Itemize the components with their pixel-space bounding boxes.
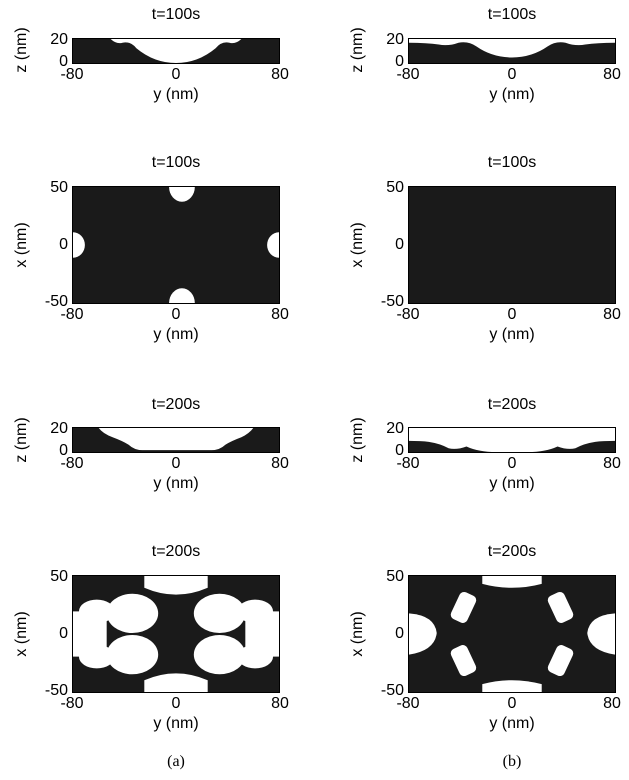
x-tick: 0 [171, 455, 181, 472]
x-tick: 80 [603, 695, 621, 712]
panel-title: t=100s [487, 6, 537, 23]
x-tick: -80 [60, 455, 84, 472]
x-axis-label: y (nm) [153, 475, 199, 492]
y-tick: -50 [380, 682, 404, 699]
x-tick: 80 [603, 455, 621, 472]
y-tick: 20 [50, 420, 68, 437]
y-tick: 50 [386, 179, 404, 196]
y-tick: 20 [386, 31, 404, 48]
x-tick: 80 [271, 455, 289, 472]
x-tick: 80 [603, 306, 621, 323]
x-tick: -80 [60, 306, 84, 323]
panel-title: t=100s [487, 154, 537, 171]
y-tick: 0 [395, 442, 404, 459]
x-tick: -80 [396, 306, 420, 323]
x-tick: 0 [507, 455, 517, 472]
y-axis-label: x (nm) [349, 611, 366, 657]
x-tick: 0 [507, 695, 517, 712]
profile-image [409, 39, 615, 63]
panel-title: t=100s [151, 154, 201, 171]
profile-image [73, 39, 279, 63]
x-axis-label: y (nm) [489, 86, 535, 103]
x-tick: 80 [271, 66, 289, 83]
y-tick: 0 [59, 442, 68, 459]
y-axis-label: z (nm) [13, 27, 30, 73]
profile-plot [72, 38, 280, 64]
map-image [409, 187, 615, 303]
y-tick: 0 [395, 625, 404, 642]
map-image [73, 187, 279, 303]
x-axis-label: y (nm) [489, 326, 535, 343]
x-tick: 0 [171, 695, 181, 712]
x-tick: -80 [60, 695, 84, 712]
y-tick: 20 [50, 31, 68, 48]
map-plot [72, 575, 280, 693]
y-axis-label: z (nm) [349, 417, 366, 463]
x-tick: -80 [60, 66, 84, 83]
panel-title: t=100s [151, 6, 201, 23]
y-axis-label: x (nm) [13, 222, 30, 268]
panel-title: t=200s [151, 543, 201, 560]
map-plot [408, 186, 616, 304]
x-tick: 0 [507, 66, 517, 83]
x-tick: 0 [171, 66, 181, 83]
x-tick: -80 [396, 695, 420, 712]
profile-plot [72, 427, 280, 453]
y-tick: 0 [59, 53, 68, 70]
x-axis-label: y (nm) [153, 86, 199, 103]
x-tick: 0 [171, 306, 181, 323]
profile-plot [408, 427, 616, 453]
x-tick: 0 [507, 306, 517, 323]
y-tick: -50 [44, 293, 68, 310]
x-tick: 80 [603, 66, 621, 83]
x-axis-label: y (nm) [489, 475, 535, 492]
profile-image [409, 428, 615, 452]
x-tick: 80 [271, 695, 289, 712]
y-tick: 50 [50, 568, 68, 585]
profile-plot [408, 38, 616, 64]
x-axis-label: y (nm) [153, 715, 199, 732]
map-plot [408, 575, 616, 693]
y-tick: -50 [380, 293, 404, 310]
y-tick: 0 [395, 236, 404, 253]
profile-image [73, 428, 279, 452]
caption-a: (a) [167, 753, 185, 770]
y-tick: 50 [386, 568, 404, 585]
y-axis-label: x (nm) [349, 222, 366, 268]
y-tick: 0 [59, 236, 68, 253]
x-tick: 80 [271, 306, 289, 323]
map-image [73, 576, 279, 692]
x-tick: -80 [396, 455, 420, 472]
y-tick: 50 [50, 179, 68, 196]
map-plot [72, 186, 280, 304]
panel-title: t=200s [487, 543, 537, 560]
panel-title: t=200s [151, 396, 201, 413]
y-axis-label: z (nm) [13, 417, 30, 463]
panel-title: t=200s [487, 396, 537, 413]
y-axis-label: x (nm) [13, 611, 30, 657]
y-tick: 0 [395, 53, 404, 70]
y-tick: 0 [59, 625, 68, 642]
y-tick: 20 [386, 420, 404, 437]
y-axis-label: z (nm) [349, 27, 366, 73]
caption-b: (b) [502, 753, 522, 770]
x-tick: -80 [396, 66, 420, 83]
map-image [409, 576, 615, 692]
x-axis-label: y (nm) [489, 715, 535, 732]
x-axis-label: y (nm) [153, 326, 199, 343]
y-tick: -50 [44, 682, 68, 699]
